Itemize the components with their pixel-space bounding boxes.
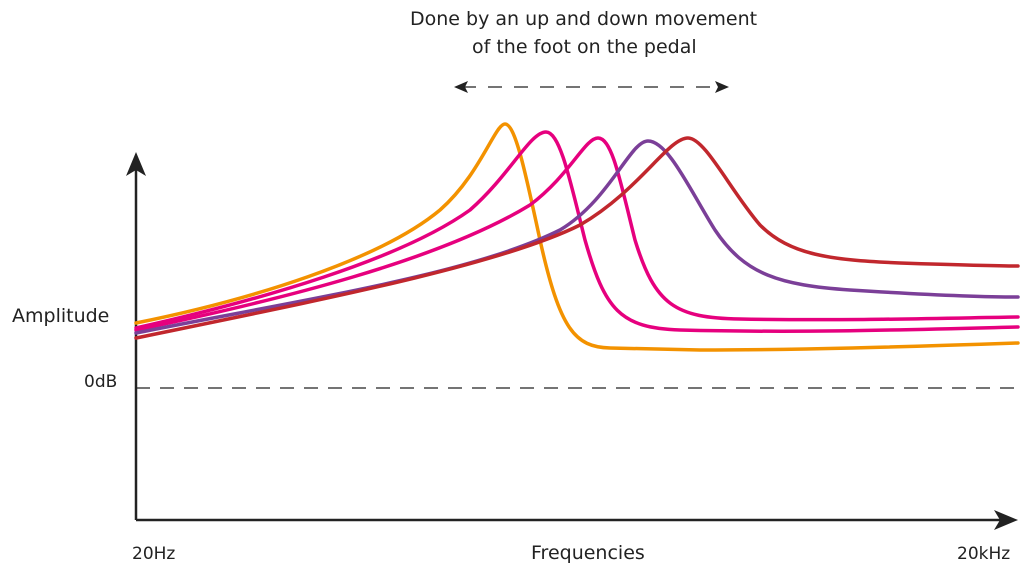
annotation-line-2: of the foot on the pedal [472,36,697,58]
response-curve-4 [134,139,1020,335]
annotation-line-1: Done by an up and down movement [410,8,758,30]
y-axis-arrow-icon [126,152,146,176]
response-curve-2 [134,130,1020,333]
response-curve-5 [134,136,1020,340]
x-axis-arrow-icon [994,510,1018,530]
x-max-label: 20kHz [957,544,1011,564]
y-axis-label: Amplitude [12,305,110,327]
response-curve-1 [134,122,1020,352]
x-axis-label: Frequencies [531,542,645,564]
x-min-label: 20Hz [132,544,176,564]
response-curve-3 [134,136,1020,332]
zero-db-label: 0dB [84,372,118,392]
arrow-left-icon [454,81,468,93]
arrow-right-icon [715,81,729,93]
